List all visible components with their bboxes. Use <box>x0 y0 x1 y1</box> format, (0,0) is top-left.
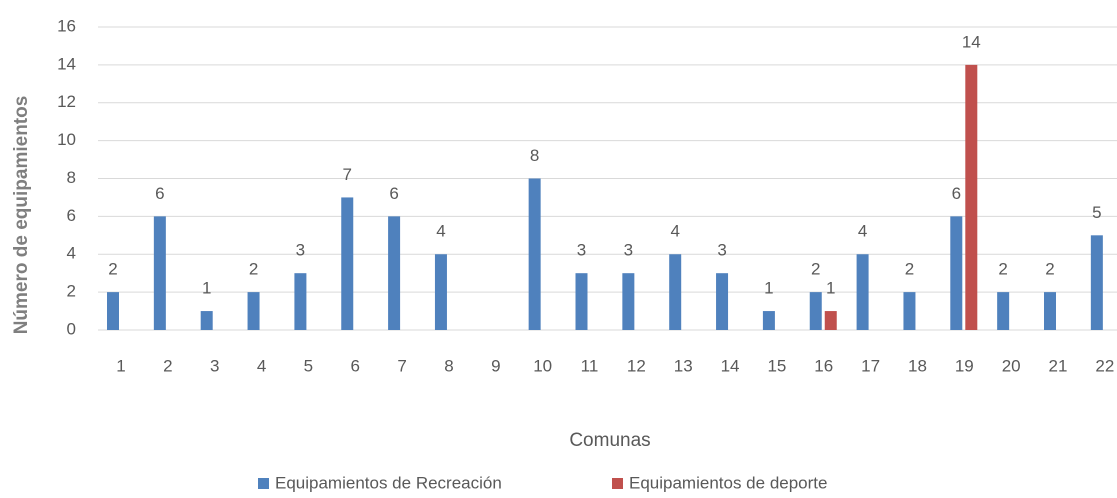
x-tick-label: 13 <box>674 356 693 375</box>
data-label: 2 <box>1045 260 1054 279</box>
bar <box>1090 235 1103 330</box>
bar <box>809 292 822 330</box>
x-tick-label: 18 <box>908 356 927 375</box>
bar <box>669 254 682 330</box>
x-tick-label: 22 <box>1095 356 1114 375</box>
x-tick-label: 5 <box>304 356 313 375</box>
data-label: 3 <box>717 241 726 260</box>
bar <box>434 254 447 330</box>
data-label: 6 <box>155 184 164 203</box>
data-label: 4 <box>670 222 679 241</box>
data-label: 1 <box>826 279 835 298</box>
data-label: 2 <box>905 260 914 279</box>
bar <box>107 292 119 330</box>
y-tick-label: 12 <box>57 92 76 111</box>
bar <box>824 311 837 330</box>
legend-label: Equipamientos de deporte <box>629 473 827 492</box>
x-tick-label: 12 <box>627 356 646 375</box>
bar <box>247 292 260 330</box>
legend-swatch <box>612 478 623 489</box>
data-label: 4 <box>858 222 867 241</box>
y-tick-label: 14 <box>57 54 76 73</box>
x-tick-label: 10 <box>533 356 552 375</box>
bar <box>294 273 307 330</box>
data-label: 2 <box>249 260 258 279</box>
x-tick-label: 16 <box>814 356 833 375</box>
x-tick-label: 8 <box>444 356 453 375</box>
bar <box>341 197 354 330</box>
bar <box>200 311 213 330</box>
x-tick-label: 20 <box>1002 356 1021 375</box>
data-label: 6 <box>952 184 961 203</box>
x-tick-label: 1 <box>116 356 125 375</box>
x-tick-label: 14 <box>721 356 740 375</box>
y-tick-label: 4 <box>67 244 76 263</box>
y-tick-label: 6 <box>67 206 76 225</box>
y-tick-label: 8 <box>67 168 76 187</box>
x-tick-label: 21 <box>1049 356 1068 375</box>
data-label: 2 <box>108 260 117 279</box>
bar <box>997 292 1010 330</box>
x-tick-label: 6 <box>351 356 360 375</box>
bar <box>575 273 588 330</box>
x-tick-label: 17 <box>861 356 880 375</box>
data-label: 1 <box>764 279 773 298</box>
x-tick-label: 7 <box>397 356 406 375</box>
data-label: 7 <box>343 165 352 184</box>
y-axis-title: Número de equipamientos <box>11 96 32 335</box>
bar <box>153 216 166 330</box>
bar <box>528 178 541 330</box>
x-tick-label: 9 <box>491 356 500 375</box>
x-tick-label: 11 <box>581 356 599 375</box>
legend-label: Equipamientos de Recreación <box>275 473 502 492</box>
data-label: 2 <box>998 260 1007 279</box>
data-label: 8 <box>530 146 539 165</box>
data-label: 4 <box>436 222 445 241</box>
data-label: 5 <box>1092 203 1101 222</box>
bar <box>950 216 963 330</box>
x-axis-title: Comunas <box>569 430 650 451</box>
y-tick-label: 10 <box>57 130 76 149</box>
x-tick-label: 15 <box>767 356 786 375</box>
bar <box>716 273 729 330</box>
y-tick-label: 2 <box>67 282 76 301</box>
bar <box>388 216 401 330</box>
y-tick-label: 0 <box>67 319 76 338</box>
data-label: 3 <box>624 241 633 260</box>
legend-swatch <box>258 478 269 489</box>
x-tick-label: 3 <box>210 356 219 375</box>
y-tick-label: 16 <box>57 16 76 35</box>
bar <box>1044 292 1056 330</box>
data-label: 6 <box>389 184 398 203</box>
x-tick-label: 4 <box>257 356 266 375</box>
data-label: 3 <box>296 241 305 260</box>
x-tick-label: 19 <box>955 356 974 375</box>
bar <box>622 273 635 330</box>
bar <box>903 292 916 330</box>
x-tick-label: 2 <box>163 356 172 375</box>
bar <box>856 254 869 330</box>
data-label: 3 <box>577 241 586 260</box>
data-label: 2 <box>811 260 820 279</box>
data-label: 1 <box>202 279 211 298</box>
bar <box>762 311 775 330</box>
bar <box>965 64 978 330</box>
data-label: 14 <box>962 32 981 51</box>
